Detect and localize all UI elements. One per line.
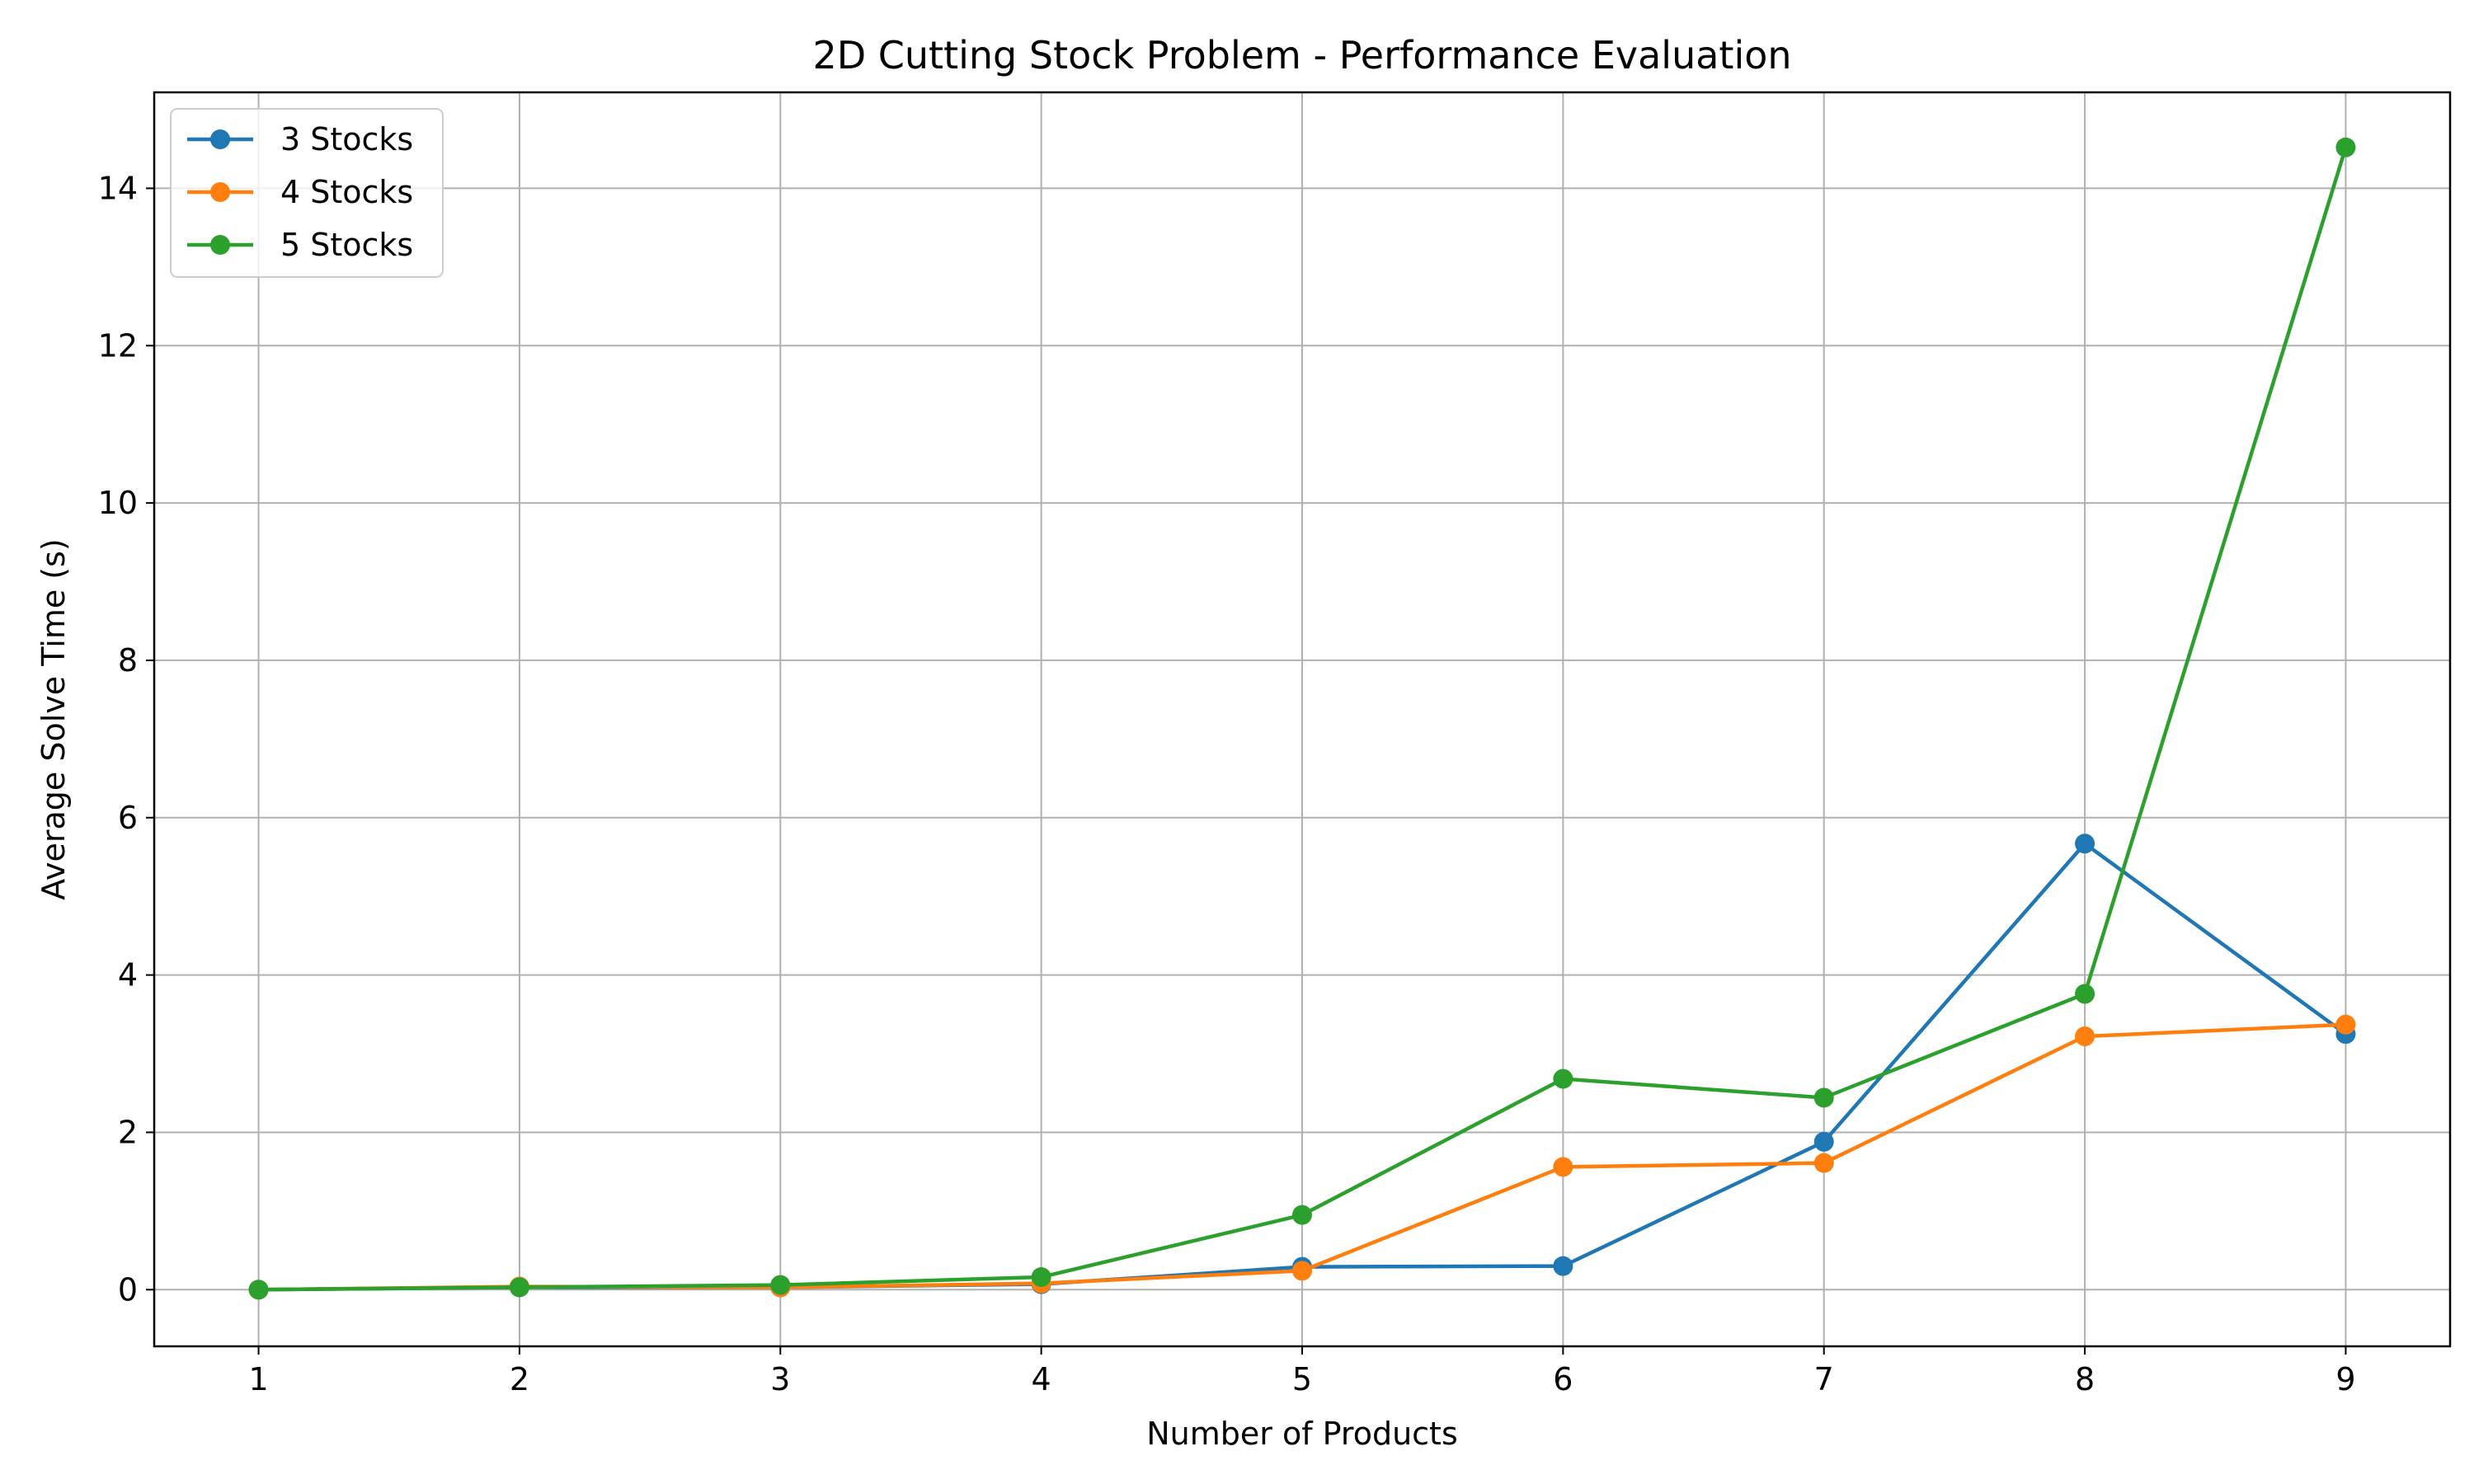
y-tick-label: 6: [118, 800, 138, 836]
data-point: [770, 1275, 791, 1295]
grid: [154, 92, 2450, 1346]
x-axis-title: Number of Products: [1146, 1416, 1458, 1452]
data-point: [1292, 1205, 1312, 1225]
y-tick-label: 12: [98, 327, 138, 364]
x-tick-label: 3: [770, 1361, 790, 1397]
legend-marker: [210, 182, 230, 202]
series-3: [248, 137, 2356, 1300]
x-tick-label: 2: [510, 1361, 529, 1397]
y-tick-label: 0: [118, 1271, 138, 1308]
x-tick-label: 9: [2335, 1361, 2355, 1397]
data-point: [1553, 1068, 1573, 1089]
y-axis-title: Average Solve Time (s): [35, 538, 72, 900]
x-tick-label: 8: [2075, 1361, 2095, 1397]
legend: 3 Stocks 4 Stocks 5 Stocks: [170, 108, 444, 278]
x-tick-label: 1: [248, 1361, 268, 1397]
legend-marker: [210, 129, 230, 149]
y-tick-label: 2: [118, 1114, 138, 1150]
data-point: [1813, 1131, 1834, 1152]
x-tick-label: 5: [1292, 1361, 1312, 1397]
legend-item: 4 Stocks: [187, 174, 413, 210]
legend-item: 5 Stocks: [187, 227, 413, 263]
data-point: [509, 1277, 529, 1298]
data-point: [1813, 1153, 1834, 1173]
y-tick-label: 4: [118, 957, 138, 993]
data-point: [2075, 984, 2095, 1004]
data-point: [1292, 1261, 1312, 1281]
legend-marker: [210, 235, 230, 255]
data-point: [1553, 1256, 1573, 1276]
legend-label: 4 Stocks: [280, 174, 413, 210]
x-tick-label: 6: [1553, 1361, 1573, 1397]
chart-title: 2D Cutting Stock Problem - Performance E…: [812, 33, 1791, 77]
data-point: [2075, 834, 2095, 854]
legend-box: [170, 108, 444, 278]
series-layer: [248, 137, 2356, 1300]
legend-label: 5 Stocks: [280, 227, 413, 263]
legend-item: 3 Stocks: [187, 121, 413, 157]
x-tick-label: 7: [1814, 1361, 1834, 1397]
x-tick-label: 4: [1032, 1361, 1051, 1397]
data-point: [2335, 137, 2356, 157]
y-tick-label: 14: [98, 170, 138, 206]
data-point: [1031, 1267, 1051, 1288]
y-tick-label: 8: [118, 642, 138, 679]
data-point: [2335, 1014, 2356, 1035]
data-point: [248, 1280, 269, 1300]
legend-label: 3 Stocks: [280, 121, 413, 157]
y-tick-label: 10: [98, 485, 138, 521]
data-point: [1813, 1087, 1834, 1108]
data-point: [1553, 1157, 1573, 1177]
data-point: [2075, 1026, 2095, 1047]
